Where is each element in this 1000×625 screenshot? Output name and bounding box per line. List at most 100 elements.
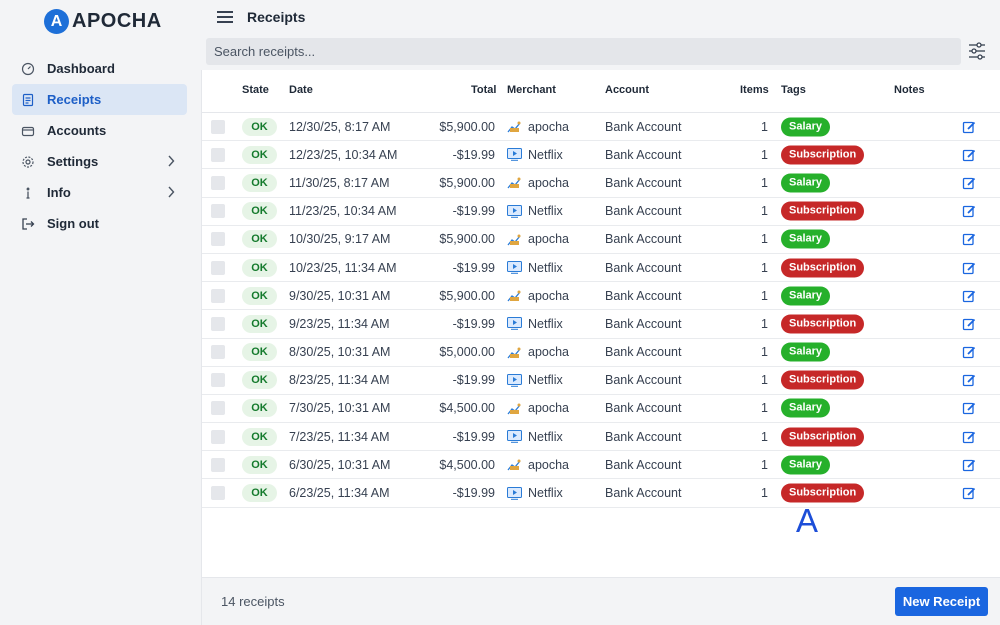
table-row[interactable]: OK 10/30/25, 9:17 AM $5,900.00 apocha Bank A… <box>202 226 1000 254</box>
column-header-state[interactable]: State <box>242 84 269 96</box>
filter-sliders-icon[interactable] <box>967 41 987 61</box>
merchant-cell[interactable]: Netflix <box>507 204 563 218</box>
tag-badge[interactable]: Salary <box>781 229 831 249</box>
table-row[interactable]: OK 9/30/25, 10:31 AM $5,900.00 apocha Bank A… <box>202 282 1000 311</box>
receipt-date: 10/23/25, 11:34 AM <box>289 260 397 275</box>
merchant-cell[interactable]: apocha <box>507 345 569 359</box>
edit-icon[interactable] <box>962 373 976 387</box>
row-checkbox[interactable] <box>211 119 225 134</box>
merchant-cell[interactable]: apocha <box>507 289 569 303</box>
row-checkbox[interactable] <box>211 486 225 501</box>
table-row[interactable]: OK 10/23/25, 11:34 AM -$19.99 Netflix Bank A… <box>202 254 1000 283</box>
sidebar-item-sign-out[interactable]: Sign out <box>12 208 187 239</box>
hamburger-menu-icon[interactable] <box>217 11 233 25</box>
column-header-merchant[interactable]: Merchant <box>507 84 556 96</box>
table-row[interactable]: OK 6/23/25, 11:34 AM -$19.99 Netflix Bank Ac… <box>202 479 1000 508</box>
tag-badge[interactable]: Subscription <box>781 483 865 503</box>
row-checkbox[interactable] <box>211 429 225 444</box>
edit-icon[interactable] <box>962 289 976 303</box>
table-row[interactable]: OK 8/30/25, 10:31 AM $5,000.00 apocha Bank A… <box>202 339 1000 367</box>
status-badge: OK <box>242 286 277 305</box>
tag-badge[interactable]: Salary <box>781 455 831 475</box>
tag-badge[interactable]: Subscription <box>781 314 865 334</box>
edit-icon[interactable] <box>962 176 976 190</box>
merchant-cell[interactable]: Netflix <box>507 486 563 500</box>
table-row[interactable]: OK 12/23/25, 10:34 AM -$19.99 Netflix Bank A… <box>202 141 1000 170</box>
app-logo[interactable]: A APOCHA <box>44 9 162 34</box>
table-row[interactable]: OK 9/23/25, 11:34 AM -$19.99 Netflix Bank Ac… <box>202 310 1000 339</box>
merchant-name: apocha <box>528 457 570 472</box>
column-header-date[interactable]: Date <box>289 84 313 96</box>
edit-icon[interactable] <box>962 261 976 275</box>
sidebar-item-accounts[interactable]: Accounts <box>12 115 187 146</box>
column-header-account[interactable]: Account <box>605 84 649 96</box>
search-input[interactable] <box>206 38 961 65</box>
merchant-cell[interactable]: apocha <box>507 176 569 190</box>
tag-badge[interactable]: Subscription <box>781 370 865 390</box>
row-checkbox[interactable] <box>211 345 225 360</box>
row-checkbox[interactable] <box>211 373 225 388</box>
receipt-date: 11/30/25, 8:17 AM <box>289 175 390 190</box>
tag-badge[interactable]: Subscription <box>781 427 865 447</box>
tag-badge[interactable]: Subscription <box>781 201 865 221</box>
row-checkbox[interactable] <box>211 232 225 247</box>
tag-badge[interactable]: Salary <box>781 117 831 137</box>
edit-icon[interactable] <box>962 317 976 331</box>
merchant-cell[interactable]: apocha <box>507 120 569 134</box>
tag-badge[interactable]: Subscription <box>781 145 865 165</box>
edit-icon[interactable] <box>962 345 976 359</box>
column-header-total[interactable]: Total <box>471 84 497 96</box>
edit-icon[interactable] <box>962 120 976 134</box>
column-header-tags[interactable]: Tags <box>781 84 806 96</box>
status-badge: OK <box>242 484 277 503</box>
row-checkbox[interactable] <box>211 401 225 416</box>
tag-badge[interactable]: Salary <box>781 342 831 362</box>
merchant-cell[interactable]: apocha <box>507 232 569 246</box>
tag-badge[interactable]: Subscription <box>781 258 865 278</box>
table-row[interactable]: OK 12/30/25, 8:17 AM $5,900.00 apocha Bank A… <box>202 113 1000 142</box>
row-checkbox[interactable] <box>211 260 225 275</box>
column-header-notes[interactable]: Notes <box>894 84 925 96</box>
edit-icon[interactable] <box>962 148 976 162</box>
edit-icon[interactable] <box>962 486 976 500</box>
sidebar-item-dashboard[interactable]: Dashboard <box>12 53 187 84</box>
merchant-cell[interactable]: Netflix <box>507 148 563 162</box>
merchant-cell[interactable]: Netflix <box>507 373 563 387</box>
table-row[interactable]: OK 11/23/25, 10:34 AM -$19.99 Netflix Bank A… <box>202 198 1000 226</box>
tag-badge[interactable]: Salary <box>781 286 831 306</box>
item-count: 1 <box>761 457 768 472</box>
sidebar-item-receipts[interactable]: Receipts <box>12 84 187 115</box>
row-checkbox[interactable] <box>211 316 225 331</box>
row-checkbox[interactable] <box>211 175 225 190</box>
edit-icon[interactable] <box>962 458 976 472</box>
merchant-cell[interactable]: Netflix <box>507 317 563 331</box>
edit-icon[interactable] <box>962 232 976 246</box>
edit-icon[interactable] <box>962 401 976 415</box>
table-row[interactable]: OK 11/30/25, 8:17 AM $5,900.00 apocha Bank A… <box>202 169 1000 198</box>
sidebar-item-settings[interactable]: Settings <box>12 146 187 177</box>
tag-badge[interactable]: Salary <box>781 398 831 418</box>
column-header-items[interactable]: Items <box>740 84 769 96</box>
sign-out-icon <box>21 217 35 231</box>
merchant-cell[interactable]: Netflix <box>507 261 563 275</box>
table-row[interactable]: OK 6/30/25, 10:31 AM $4,500.00 apocha Bank A… <box>202 451 1000 480</box>
row-checkbox[interactable] <box>211 288 225 303</box>
item-count: 1 <box>761 119 768 134</box>
sidebar-item-info[interactable]: Info <box>12 177 187 208</box>
tag-badge[interactable]: Salary <box>781 173 831 193</box>
account-name: Bank Account <box>605 147 682 162</box>
merchant-cell[interactable]: Netflix <box>507 430 563 444</box>
table-row[interactable]: OK 8/23/25, 11:34 AM -$19.99 Netflix Bank Ac… <box>202 367 1000 395</box>
table-row[interactable]: OK 7/23/25, 11:34 AM -$19.99 Netflix Bank Ac… <box>202 423 1000 452</box>
new-receipt-button[interactable]: New Receipt <box>895 587 988 616</box>
row-checkbox[interactable] <box>211 147 225 162</box>
row-checkbox[interactable] <box>211 204 225 219</box>
receipt-total: $4,500.00 <box>439 401 495 416</box>
receipt-total: -$19.99 <box>452 260 495 275</box>
merchant-cell[interactable]: apocha <box>507 401 569 415</box>
table-row[interactable]: OK 7/30/25, 10:31 AM $4,500.00 apocha Bank A… <box>202 395 1000 424</box>
edit-icon[interactable] <box>962 204 976 218</box>
merchant-cell[interactable]: apocha <box>507 458 569 472</box>
edit-icon[interactable] <box>962 430 976 444</box>
row-checkbox[interactable] <box>211 457 225 472</box>
